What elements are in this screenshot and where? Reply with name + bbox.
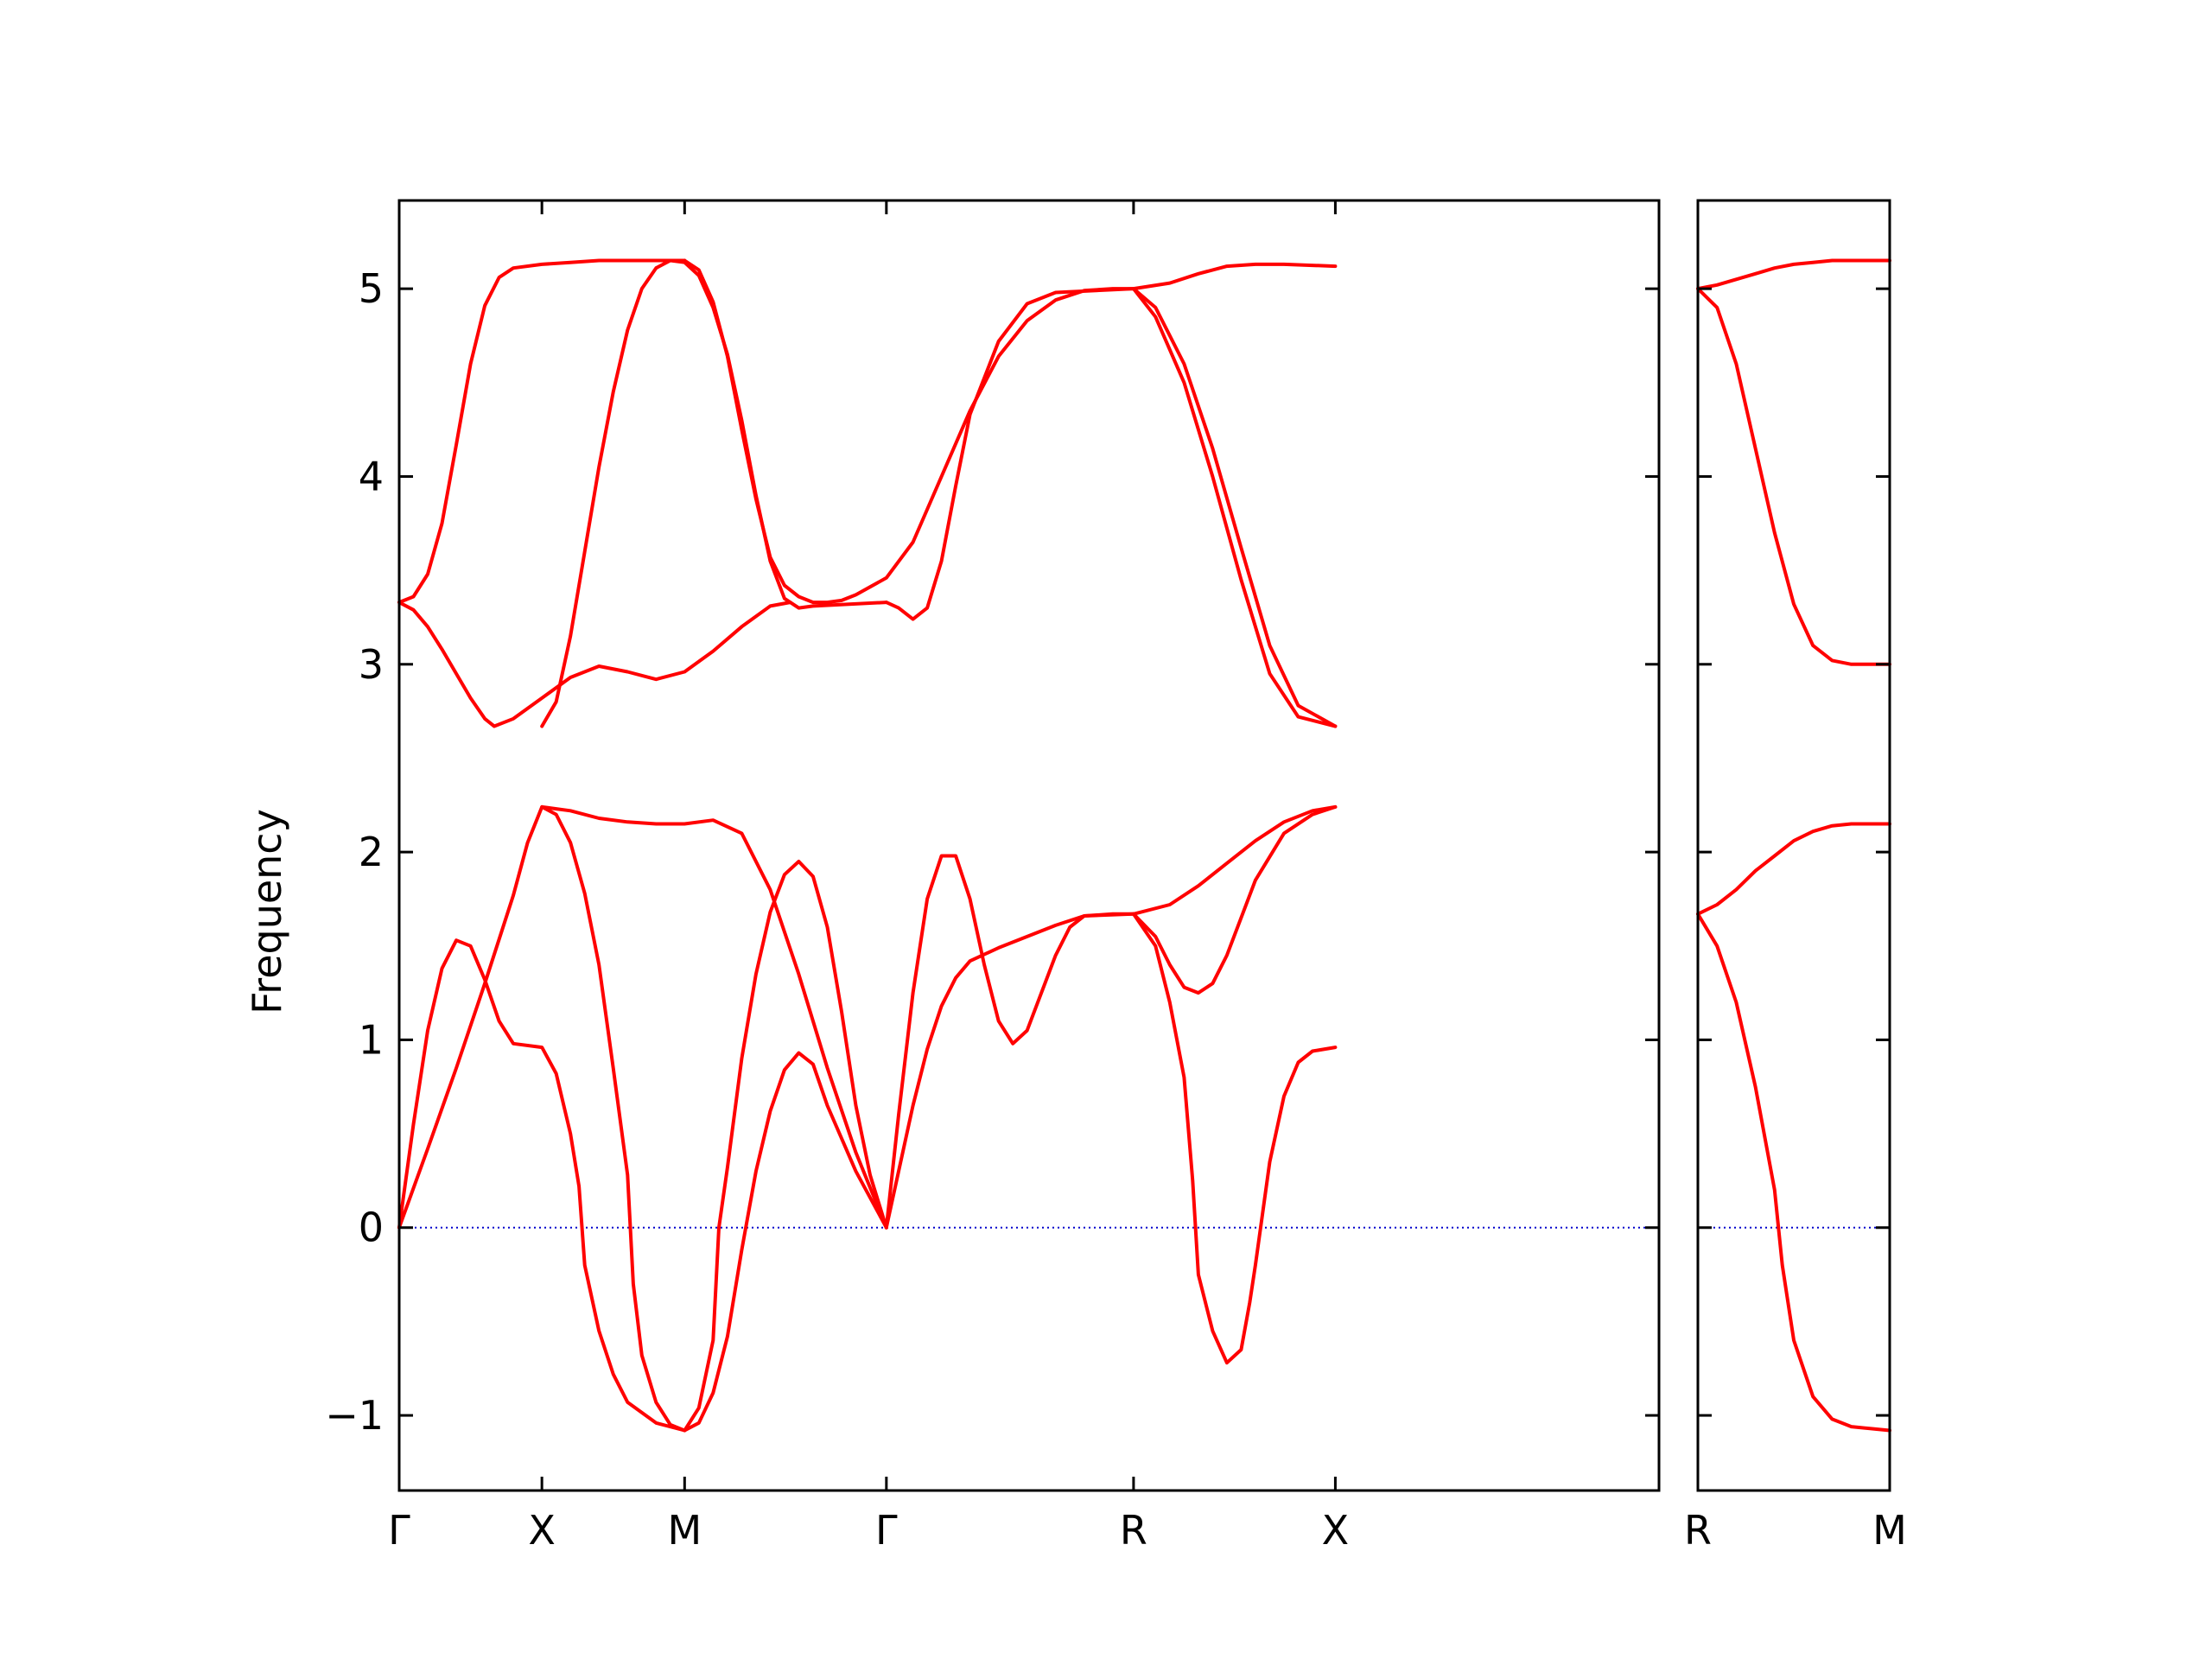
band-curve-5: [884, 262, 1338, 621]
y-tick-label: 3: [359, 641, 384, 688]
x-tick-label: Γ: [388, 1507, 410, 1554]
y-axis-label: Frequency: [244, 809, 290, 1014]
main-band-panel: −1 0 1 2 3 4 5 Γ X M Γ R X: [325, 199, 1661, 1554]
band-curve-4: [1696, 912, 1891, 1433]
band-curve-1: [397, 258, 687, 605]
band-curve-1: [1696, 258, 1891, 291]
band-curve-2: [1696, 287, 1891, 666]
band-curve-14: [1131, 804, 1338, 995]
band-curve-11: [683, 860, 888, 1433]
band-curve-10: [540, 804, 888, 1433]
band-curve-7: [1131, 287, 1338, 728]
band-curve-15: [1131, 912, 1338, 1365]
x-tick-label: X: [1322, 1507, 1350, 1554]
band-curve-12: [884, 854, 1135, 1230]
band-curve-4: [683, 258, 1135, 605]
band-curve-8: [397, 938, 687, 1433]
x-tick-label: R: [1684, 1507, 1712, 1554]
plot-frame: [397, 199, 1661, 1492]
y-tick-label: −1: [325, 1392, 384, 1439]
x-tick-label: M: [1872, 1507, 1907, 1554]
y-tick-label: 2: [359, 829, 384, 875]
plot-frame: [1696, 199, 1891, 1492]
x-tick-label: X: [528, 1507, 556, 1554]
band-curve-13: [884, 804, 1338, 1230]
y-tick-label: 5: [359, 265, 384, 312]
x-tick-label: M: [667, 1507, 702, 1554]
y-tick-label: 4: [359, 453, 384, 499]
x-tick-label: R: [1120, 1507, 1147, 1554]
y-tick-label: 1: [359, 1016, 384, 1063]
band-curve-9: [397, 804, 888, 1230]
x-tick-label: Γ: [875, 1507, 898, 1554]
band-curve-3: [1696, 822, 1891, 916]
y-tick-label: 0: [359, 1205, 384, 1251]
band-curve-2: [397, 601, 792, 728]
band-curve-6: [1131, 287, 1338, 728]
